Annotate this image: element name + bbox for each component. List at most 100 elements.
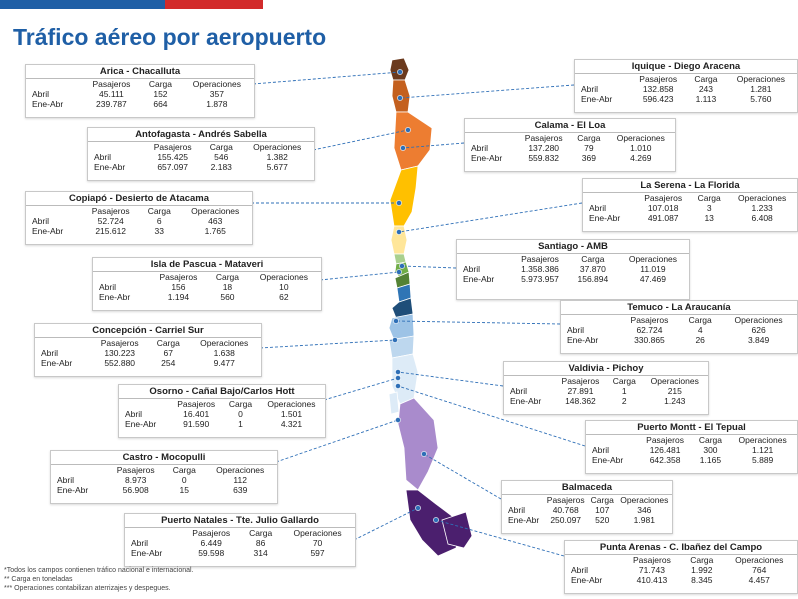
table-cell: 1.281 bbox=[750, 84, 772, 94]
airport-name: Copiapó - Desierto de Atacama bbox=[26, 192, 252, 206]
table-cell: 107 bbox=[595, 505, 610, 515]
column-header: Carga bbox=[172, 465, 196, 475]
table-cell: 70 bbox=[312, 538, 323, 548]
row-label: Ene-Abr bbox=[131, 548, 163, 558]
table-cell: 1.501 bbox=[280, 409, 303, 419]
table-cell: 2.183 bbox=[210, 162, 232, 172]
row-label: Abril bbox=[471, 143, 489, 153]
table-row: Abril 45.111 152 357 bbox=[26, 89, 254, 99]
table-cell: 4 bbox=[697, 325, 703, 335]
row-label: Ene-Abr bbox=[125, 419, 157, 429]
table-cell: 132.858 bbox=[642, 84, 674, 94]
table-row: Abril 71.743 1.992 764 bbox=[565, 565, 797, 575]
table-cell: 5.677 bbox=[266, 162, 288, 172]
table-cell: 6.408 bbox=[751, 213, 773, 223]
row-label-header bbox=[88, 142, 143, 152]
table-cell: 1.243 bbox=[664, 396, 686, 406]
table-row: Ene-Abr 410.413 8.345 4.457 bbox=[565, 575, 797, 585]
airport-card: Puerto Montt - El Tepual Pasajeros Carga Op… bbox=[585, 420, 798, 474]
table-row: Abril 156 18 10 bbox=[93, 282, 321, 292]
table-cell: 15 bbox=[179, 485, 189, 495]
airport-marker bbox=[395, 369, 401, 375]
table-cell: 126.481 bbox=[649, 445, 681, 455]
table-cell: 546 bbox=[214, 152, 229, 162]
table-cell: 1.992 bbox=[691, 565, 713, 575]
table-row: Ene-Abr 552.880 254 9.477 bbox=[35, 358, 261, 368]
traffic-table: Pasajeros Carga Operaciones Abril 45.111 152 3… bbox=[26, 79, 254, 109]
table-cell: 152 bbox=[153, 89, 168, 99]
table-row: Ene-Abr 559.832 369 4.269 bbox=[465, 153, 675, 163]
table-cell: 67 bbox=[163, 348, 173, 358]
airport-card: Concepción - Carriel Sur Pasajeros Carga Op… bbox=[34, 323, 262, 377]
airport-marker bbox=[415, 505, 421, 511]
map-region-atacama bbox=[389, 165, 419, 227]
row-label: Abril bbox=[567, 325, 585, 335]
row-label-header bbox=[561, 315, 619, 325]
row-label: Ene-Abr bbox=[57, 485, 89, 495]
row-label-header bbox=[504, 376, 554, 386]
table-cell: 10 bbox=[279, 282, 289, 292]
table-cell: 33 bbox=[154, 226, 164, 236]
airport-card: Antofagasta - Andrés Sabella Pasajeros Car… bbox=[87, 127, 315, 181]
table-cell: 597 bbox=[310, 548, 325, 558]
table-cell: 254 bbox=[161, 358, 176, 368]
column-header: Carga bbox=[581, 254, 605, 264]
row-label-header bbox=[583, 193, 635, 203]
row-label: Ene-Abr bbox=[589, 213, 621, 223]
table-cell: 1.878 bbox=[206, 99, 228, 109]
airport-name: Castro - Mocopulli bbox=[51, 451, 277, 465]
table-cell: 156.894 bbox=[577, 274, 609, 284]
airport-marker bbox=[393, 318, 399, 324]
airport-marker bbox=[405, 127, 411, 133]
column-header: Carga bbox=[148, 79, 173, 89]
column-header: Pasajeros bbox=[546, 495, 585, 505]
table-row: Ene-Abr 1.194 560 62 bbox=[93, 292, 321, 302]
table-cell: 215 bbox=[667, 386, 682, 396]
airport-name: Arica - Chacalluta bbox=[26, 65, 254, 79]
table-cell: 346 bbox=[637, 505, 652, 515]
table-cell: 52.724 bbox=[97, 216, 124, 226]
column-header: Carga bbox=[590, 495, 614, 505]
airport-name: Osorno - Cañal Bajo/Carlos Hott bbox=[119, 385, 325, 399]
table-row: Abril 1.358.386 37.870 11.019 bbox=[457, 264, 689, 274]
column-header: Operaciones bbox=[738, 193, 787, 203]
table-cell: 59.598 bbox=[198, 548, 225, 558]
table-cell: 112 bbox=[233, 475, 247, 485]
traffic-table: Pasajeros Carga Operaciones Abril 40.768 107 3… bbox=[502, 495, 672, 525]
table-row: Abril 126.481 300 1.121 bbox=[586, 445, 797, 455]
table-cell: 79 bbox=[584, 143, 594, 153]
table-row: Ene-Abr 91.590 1 4.321 bbox=[119, 419, 325, 429]
connector-line bbox=[259, 339, 396, 349]
column-header: Pasajeros bbox=[639, 74, 678, 84]
traffic-table: Pasajeros Carga Operaciones Abril 137.280 79 1… bbox=[465, 133, 675, 163]
row-label: Abril bbox=[508, 505, 526, 515]
table-row: Ene-Abr 657.097 2.183 5.677 bbox=[88, 162, 314, 172]
row-label: Ene-Abr bbox=[463, 274, 495, 284]
table-cell: 642.358 bbox=[649, 455, 681, 465]
traffic-table: Pasajeros Carga Operaciones Abril 16.401 0 1.5… bbox=[119, 399, 325, 429]
row-label: Ene-Abr bbox=[510, 396, 542, 406]
traffic-table: Pasajeros Carga Operaciones Abril 155.425 546… bbox=[88, 142, 314, 172]
table-cell: 155.425 bbox=[157, 152, 189, 162]
airport-marker bbox=[396, 229, 402, 235]
table-row: Abril 130.223 67 1.638 bbox=[35, 348, 261, 358]
row-label: Ene-Abr bbox=[471, 153, 503, 163]
column-header: Pasajeros bbox=[633, 555, 671, 565]
table-cell: 62.724 bbox=[636, 325, 663, 335]
row-label-header bbox=[51, 465, 106, 475]
column-header: Pasajeros bbox=[646, 435, 684, 445]
airport-card: Arica - Chacalluta Pasajeros Carga Operacio… bbox=[25, 64, 255, 118]
airport-marker bbox=[396, 200, 402, 206]
traffic-table: Pasajeros Carga Operaciones Abril 71.743 1.99… bbox=[565, 555, 797, 585]
connector-line bbox=[395, 320, 561, 325]
connector-line bbox=[399, 84, 575, 99]
column-header: Operaciones bbox=[620, 495, 669, 505]
connector-line bbox=[275, 419, 399, 463]
row-label: Abril bbox=[131, 538, 149, 548]
traffic-table: Pasajeros Carga Operaciones Abril 62.724 4 626… bbox=[561, 315, 797, 345]
connector-line bbox=[397, 371, 504, 387]
row-label: Abril bbox=[41, 348, 59, 358]
column-header: Operaciones bbox=[253, 142, 302, 152]
column-header: Operaciones bbox=[734, 315, 783, 325]
table-row: Ene-Abr 642.358 1.165 5.889 bbox=[586, 455, 797, 465]
